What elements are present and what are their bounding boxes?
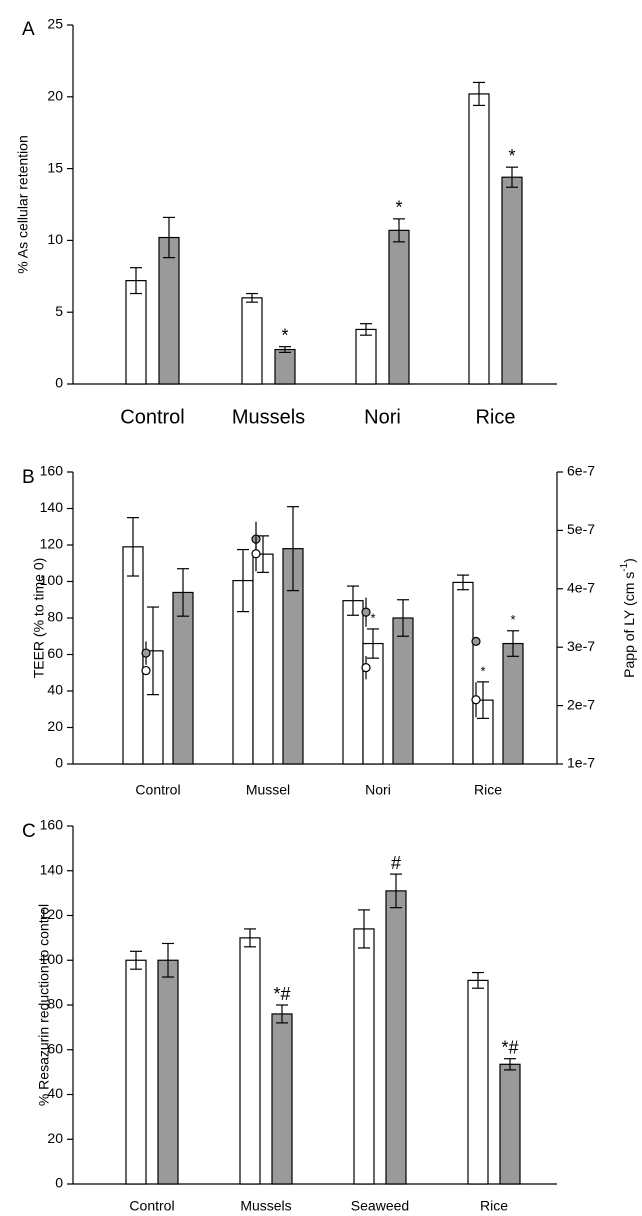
y2-tick-label: 2e-7 xyxy=(567,696,595,712)
bar xyxy=(468,93,490,385)
papp-point xyxy=(141,665,151,676)
significance-mark: *# xyxy=(501,1037,518,1057)
significance-mark: * xyxy=(370,610,375,625)
bar xyxy=(172,591,194,765)
papp-point xyxy=(471,695,481,705)
y-tick-label: 20 xyxy=(47,88,63,104)
y-axis-label: % As cellular retention xyxy=(15,135,31,274)
significance-mark: * xyxy=(510,612,515,627)
x-tick-label: Rice xyxy=(474,782,502,798)
x-tick-label: Seaweed xyxy=(351,1198,409,1211)
y2-tick-label: 6e-7 xyxy=(567,463,595,479)
y2-axis-label: Papp of LY (cm s-1) xyxy=(619,558,637,678)
x-tick-label: Control xyxy=(135,782,180,798)
bar xyxy=(388,229,410,385)
panel-b: B 0 20 40 60 80 100 120 140 160 TEER (% to time 0)… xyxy=(22,463,637,798)
y-tick-label: 20 xyxy=(47,718,63,734)
x-tick-label: Rice xyxy=(480,1198,508,1211)
y-tick-label: 140 xyxy=(40,499,64,515)
y-tick-label: 140 xyxy=(40,861,64,877)
significance-mark: *# xyxy=(273,984,290,1004)
x-tick-label: Control xyxy=(120,406,184,428)
y-tick-label: 120 xyxy=(40,536,64,552)
y-tick-label: 120 xyxy=(40,906,64,922)
papp-point xyxy=(251,549,261,559)
bar xyxy=(122,546,144,765)
y-tick-label: 80 xyxy=(47,609,63,625)
y2-tick-label: 1e-7 xyxy=(567,755,595,771)
y-tick-label: 100 xyxy=(40,951,64,967)
y-tick-label: 100 xyxy=(40,572,64,588)
x-tick-label: Mussels xyxy=(232,406,305,428)
y2-tick-label: 3e-7 xyxy=(567,638,595,654)
y-tick-label: 10 xyxy=(47,231,63,247)
bar xyxy=(158,236,180,385)
bar xyxy=(353,928,375,1185)
bar xyxy=(239,937,261,1185)
significance-mark: * xyxy=(508,146,515,166)
y-tick-label: 25 xyxy=(47,16,63,32)
bar xyxy=(501,176,523,385)
bar xyxy=(271,1013,293,1185)
papp-point xyxy=(471,636,481,646)
y2-tick-label: 4e-7 xyxy=(567,580,595,596)
y-tick-label: 80 xyxy=(47,996,63,1012)
x-tick-label: Rice xyxy=(475,406,515,428)
bar xyxy=(157,959,179,1185)
y-tick-label: 160 xyxy=(40,463,64,479)
y-tick-label: 60 xyxy=(47,645,63,661)
bar xyxy=(342,600,364,765)
panel-a: A 0 5 10 15 20 25 % As cellular retention Contro… xyxy=(15,16,557,428)
bar xyxy=(274,348,296,385)
papp-point xyxy=(361,607,371,617)
y-tick-label: 5 xyxy=(55,303,63,319)
bar xyxy=(241,297,263,385)
bar xyxy=(252,553,274,765)
x-tick-label: Mussel xyxy=(246,782,290,798)
x-tick-label: Nori xyxy=(365,782,391,798)
y-axis-label: TEER (% to time 0) xyxy=(31,558,47,679)
bar xyxy=(502,642,524,765)
panel-label: B xyxy=(22,467,35,488)
significance-mark: # xyxy=(391,853,401,873)
bar xyxy=(467,979,489,1185)
bar xyxy=(355,328,377,385)
bar xyxy=(499,1063,521,1185)
y-tick-label: 60 xyxy=(47,1040,63,1056)
bar xyxy=(385,890,407,1185)
bar xyxy=(392,617,414,765)
panel-label: C xyxy=(22,821,36,842)
y-tick-label: 0 xyxy=(55,1175,63,1191)
papp-point xyxy=(141,648,151,658)
papp-point xyxy=(361,663,371,673)
x-tick-label: Nori xyxy=(364,406,401,428)
significance-mark: * xyxy=(281,325,288,345)
x-tick-label: Mussels xyxy=(240,1198,291,1211)
y-tick-label: 40 xyxy=(47,1085,63,1101)
y-tick-label: 0 xyxy=(55,755,63,771)
significance-mark: * xyxy=(480,663,485,678)
y-tick-label: 160 xyxy=(40,817,64,833)
x-tick-label: Control xyxy=(129,1198,174,1211)
bar xyxy=(452,581,474,765)
panel-c: C 0 20 40 60 80 100 120 140 160 % Resazurin reduct… xyxy=(22,817,557,1214)
y-axis-label: % Resazurin reduction to control xyxy=(36,904,52,1106)
y-tick-label: 40 xyxy=(47,682,63,698)
bar xyxy=(125,959,147,1185)
significance-mark: * xyxy=(395,198,402,218)
y-tick-label: 20 xyxy=(47,1130,63,1146)
bar xyxy=(125,280,147,385)
y-tick-label: 0 xyxy=(55,375,63,391)
panel-label: A xyxy=(22,19,35,40)
y-tick-label: 15 xyxy=(47,159,63,175)
y2-tick-label: 5e-7 xyxy=(567,521,595,537)
